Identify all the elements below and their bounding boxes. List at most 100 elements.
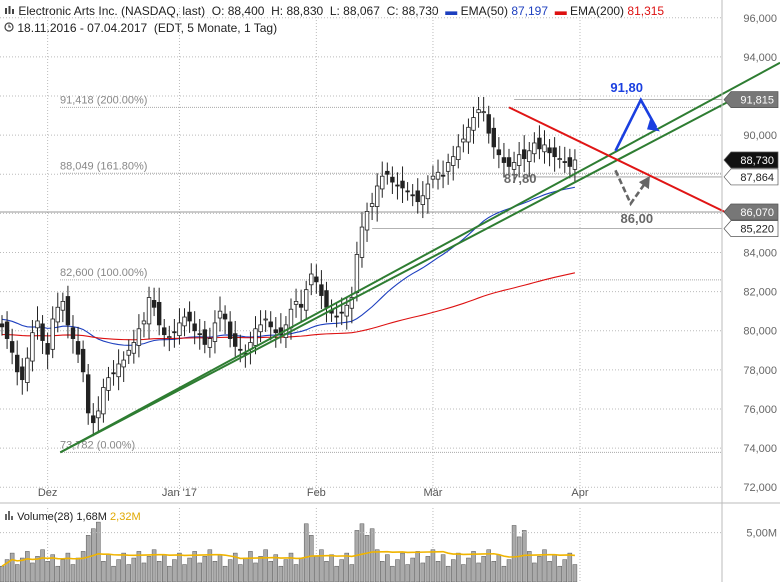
volume-bar	[298, 557, 304, 582]
candlestick	[258, 310, 263, 343]
volume-bar	[314, 556, 319, 582]
price-tag: 86,070	[723, 203, 779, 221]
volume-bar	[65, 552, 71, 582]
candlestick	[476, 96, 481, 128]
candle-body	[339, 311, 344, 314]
candle-body	[466, 126, 471, 143]
volume-bar	[562, 559, 568, 582]
volume-bar	[567, 552, 573, 582]
candle-body	[75, 341, 81, 355]
candle-body	[385, 170, 390, 175]
volume-bar	[40, 549, 45, 582]
candle-body	[70, 327, 76, 339]
low-value: L: 88,067	[329, 4, 380, 18]
candlestick	[111, 360, 116, 386]
candlestick	[395, 172, 400, 200]
candle-body	[197, 333, 202, 336]
candle-body	[55, 306, 60, 323]
volume-bar	[14, 564, 20, 582]
candlestick	[506, 148, 512, 176]
price-tag: 88,730	[723, 151, 779, 169]
candle-body	[20, 366, 25, 381]
ema200-line	[1, 272, 576, 341]
y-tick-label: 90,000	[743, 130, 777, 142]
candlestick	[572, 149, 578, 183]
volume-bar	[415, 551, 420, 582]
candlestick	[516, 141, 522, 178]
candlestick	[91, 403, 96, 437]
candle-body	[187, 311, 192, 322]
volume-bar	[96, 521, 101, 582]
volume-bar	[324, 561, 329, 582]
candle-body	[172, 331, 177, 334]
candlestick	[364, 202, 370, 242]
symbol-title: Electronic Arts Inc. (NASDAQ, last)	[18, 4, 206, 18]
candlestick	[60, 292, 66, 323]
projection-arrowhead-up	[647, 119, 661, 132]
volume-bar	[506, 559, 512, 582]
ema50-label: EMA(50)	[460, 4, 508, 18]
volume-bar	[263, 549, 268, 582]
candle-body	[91, 415, 96, 424]
candle-body	[30, 332, 35, 362]
candle-body	[314, 276, 319, 283]
candle-body	[85, 374, 91, 414]
volume-bar	[146, 556, 152, 582]
candle-body	[486, 114, 491, 134]
candlestick	[0, 315, 5, 336]
candlestick	[461, 124, 466, 153]
candle-body	[167, 336, 172, 339]
candle-body	[293, 300, 299, 305]
candlestick	[273, 317, 278, 348]
candlestick	[293, 288, 299, 318]
candlestick	[131, 329, 137, 364]
volume-bar	[425, 556, 431, 582]
price-tag-box	[723, 168, 779, 186]
uptrend-line-upper	[59, 61, 780, 454]
candlestick	[303, 280, 309, 320]
volume-bar	[217, 554, 223, 582]
volume-bar	[369, 528, 375, 582]
ema200-value: 81,315	[627, 4, 665, 18]
candle-body	[101, 387, 106, 415]
y-tick-label: 94,000	[743, 52, 777, 64]
volume-bar	[450, 559, 456, 582]
high-value: H: 88,830	[271, 4, 324, 18]
candle-body	[0, 323, 5, 328]
candlestick	[45, 332, 50, 370]
price-tag: 91,815	[723, 91, 779, 108]
volume-bar	[547, 561, 552, 582]
x-tick-label: Jan '17	[162, 487, 197, 499]
fib-level-label: 82,600 (100.00%)	[60, 267, 147, 279]
candle-body	[233, 333, 238, 347]
volume-bar	[319, 549, 324, 582]
candle-body	[288, 308, 294, 329]
volume-bar	[212, 561, 218, 582]
candle-body	[572, 159, 578, 170]
candle-body	[430, 175, 436, 180]
candle-body	[324, 290, 329, 308]
candlestick	[136, 314, 142, 358]
candlestick	[385, 162, 390, 185]
open-value: O: 88,400	[211, 4, 265, 18]
candlestick	[451, 145, 456, 181]
range-line: 18.11.2016 - 07.04.2017 (EDT, 5 Monate, …	[4, 21, 277, 35]
candle-body	[390, 176, 395, 183]
candle-body	[501, 157, 507, 163]
candlestick	[425, 175, 431, 214]
candlestick	[445, 153, 451, 185]
volume-bar	[268, 561, 273, 582]
volume-bar	[466, 557, 471, 582]
candlestick	[410, 184, 415, 207]
candle-body	[552, 147, 557, 158]
volume-bar	[111, 565, 116, 582]
volume-bar	[339, 559, 344, 582]
candlestick	[456, 134, 461, 169]
candlestick	[177, 308, 182, 345]
candle-body	[227, 321, 233, 339]
price-tag-label: 88,730	[740, 155, 774, 167]
price-tag-box	[723, 220, 779, 237]
candlestick	[182, 308, 187, 337]
candlestick	[141, 312, 147, 338]
candle-body	[532, 142, 537, 155]
